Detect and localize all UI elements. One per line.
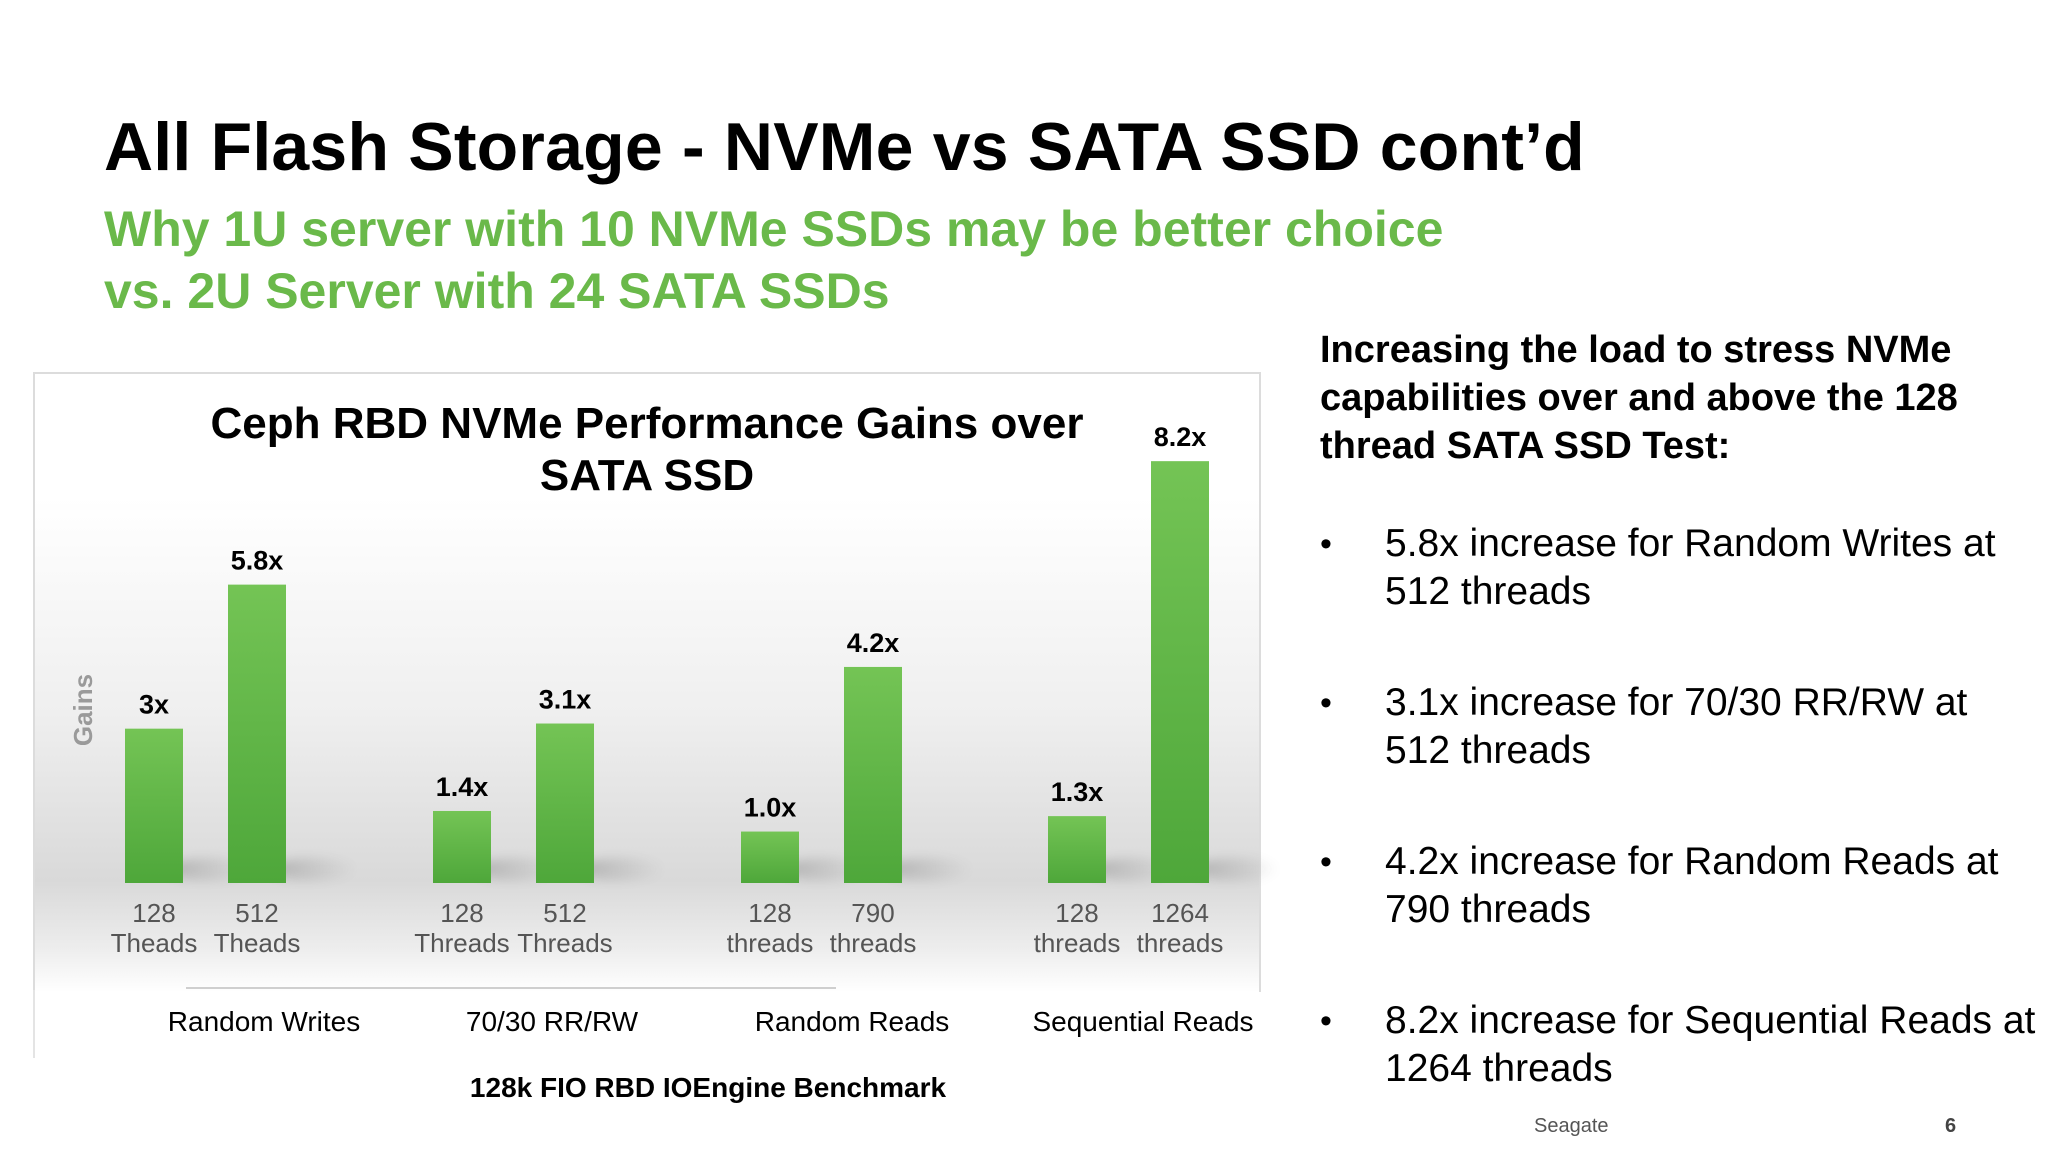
bullet-dot-icon: • (1320, 843, 1332, 881)
page-number: 6 (1945, 1115, 1957, 1137)
tick-label: 128 (1055, 898, 1098, 928)
y-axis-label: Gains (68, 674, 98, 746)
bullet-text: 8.2x increase for Sequential Reads at 12… (1385, 999, 2036, 1090)
bullet-dot-icon: • (1320, 1002, 1332, 1040)
data-label: 3x (139, 690, 169, 720)
category-label: Random Reads (755, 1006, 950, 1037)
bullet-dot-icon: • (1320, 525, 1332, 563)
bullet-text: 3.1x increase for 70/30 RR/RW at 512 thr… (1385, 681, 1968, 772)
bullet-dot-icon: • (1320, 684, 1332, 722)
data-label: 1.4x (436, 772, 489, 802)
bar-shadow (576, 858, 664, 880)
subtitle-line-2: vs. 2U Server with 24 SATA SSDs (104, 263, 890, 319)
tick-label: 790 (851, 898, 894, 928)
chart-axis-line (186, 987, 836, 989)
tick-label: Threads (517, 928, 612, 958)
bar (536, 723, 594, 883)
x-axis-label: 128k FIO RBD IOEngine Benchmark (470, 1072, 947, 1103)
data-label: 3.1x (539, 685, 592, 715)
subtitle-line-1: Why 1U server with 10 NVMe SSDs may be b… (104, 201, 1444, 257)
bar (433, 810, 491, 883)
bar-shadow (884, 858, 972, 880)
tick-label: 512 (543, 898, 586, 928)
tick-label: Theads (214, 928, 301, 958)
slide-title: All Flash Storage - NVMe vs SATA SSD con… (104, 109, 1585, 185)
data-label: 1.3x (1051, 777, 1104, 807)
tick-label: threads (727, 928, 814, 958)
data-label: 4.2x (847, 628, 900, 658)
bar (228, 584, 286, 883)
tick-label: Threads (414, 928, 509, 958)
chart-frame-edge (33, 990, 35, 1058)
bar-shadow (1191, 858, 1279, 880)
tick-label: threads (830, 928, 917, 958)
category-label: 70/30 RR/RW (466, 1006, 639, 1037)
category-label: Random Writes (168, 1006, 360, 1037)
bullet-item: • 4.2x increase for Random Reads at 790 t… (1320, 838, 2040, 934)
data-label: 1.0x (744, 793, 797, 823)
tick-label: 128 (132, 898, 175, 928)
footer-brand: Seagate (1534, 1115, 1609, 1137)
bar (125, 728, 183, 883)
bar-shadow (268, 858, 356, 880)
chart-title-line-2: SATA SSD (540, 451, 754, 500)
slide-subtitle: Why 1U server with 10 NVMe SSDs may be b… (104, 198, 1443, 322)
bar (741, 831, 799, 883)
tick-label: 512 (235, 898, 278, 928)
tick-label: threads (1034, 928, 1121, 958)
bullet-text: 5.8x increase for Random Writes at 512 t… (1385, 522, 1996, 613)
bar (1048, 816, 1106, 883)
bullet-text: 4.2x increase for Random Reads at 790 th… (1385, 840, 1999, 931)
bullet-item: • 8.2x increase for Sequential Reads at 1… (1320, 997, 2040, 1093)
data-label: 5.8x (231, 546, 284, 576)
right-heading: Increasing the load to stress NVMe capab… (1320, 329, 1958, 467)
category-label: Sequential Reads (1032, 1006, 1253, 1037)
bullet-item: • 3.1x increase for 70/30 RR/RW at 512 th… (1320, 679, 2040, 775)
tick-label: threads (1137, 928, 1224, 958)
bullet-item: • 5.8x increase for Random Writes at 512 … (1320, 520, 2040, 616)
tick-label: Theads (111, 928, 198, 958)
chart-title-line-1: Ceph RBD NVMe Performance Gains over (211, 399, 1084, 448)
bar (1151, 461, 1209, 883)
tick-label: 128 (748, 898, 791, 928)
bar (844, 666, 902, 883)
data-label: 8.2x (1154, 422, 1207, 452)
tick-label: 128 (440, 898, 483, 928)
tick-label: 1264 (1151, 898, 1209, 928)
